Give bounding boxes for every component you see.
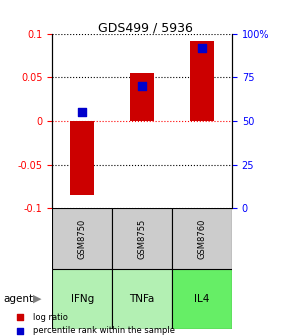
Point bbox=[80, 110, 84, 115]
Bar bbox=[70, 121, 94, 195]
Bar bbox=[190, 41, 214, 121]
Text: IFNg: IFNg bbox=[70, 294, 94, 304]
FancyBboxPatch shape bbox=[112, 208, 172, 269]
Bar bbox=[130, 73, 154, 121]
Text: IL4: IL4 bbox=[194, 294, 210, 304]
Point bbox=[140, 83, 144, 89]
FancyBboxPatch shape bbox=[112, 269, 172, 329]
Point bbox=[200, 45, 204, 50]
Text: log ratio: log ratio bbox=[33, 313, 68, 322]
Text: agent: agent bbox=[3, 294, 33, 304]
Point bbox=[190, 149, 195, 154]
FancyBboxPatch shape bbox=[52, 269, 112, 329]
FancyBboxPatch shape bbox=[172, 208, 232, 269]
Text: GSM8755: GSM8755 bbox=[137, 218, 147, 259]
Text: TNFa: TNFa bbox=[129, 294, 155, 304]
Text: GSM8750: GSM8750 bbox=[78, 218, 87, 259]
Text: ▶: ▶ bbox=[33, 294, 42, 304]
FancyBboxPatch shape bbox=[52, 208, 112, 269]
Text: percentile rank within the sample: percentile rank within the sample bbox=[33, 326, 175, 335]
Point bbox=[190, 271, 195, 277]
FancyBboxPatch shape bbox=[172, 269, 232, 329]
Text: GSM8760: GSM8760 bbox=[197, 218, 206, 259]
Text: GDS499 / 5936: GDS499 / 5936 bbox=[97, 22, 193, 35]
